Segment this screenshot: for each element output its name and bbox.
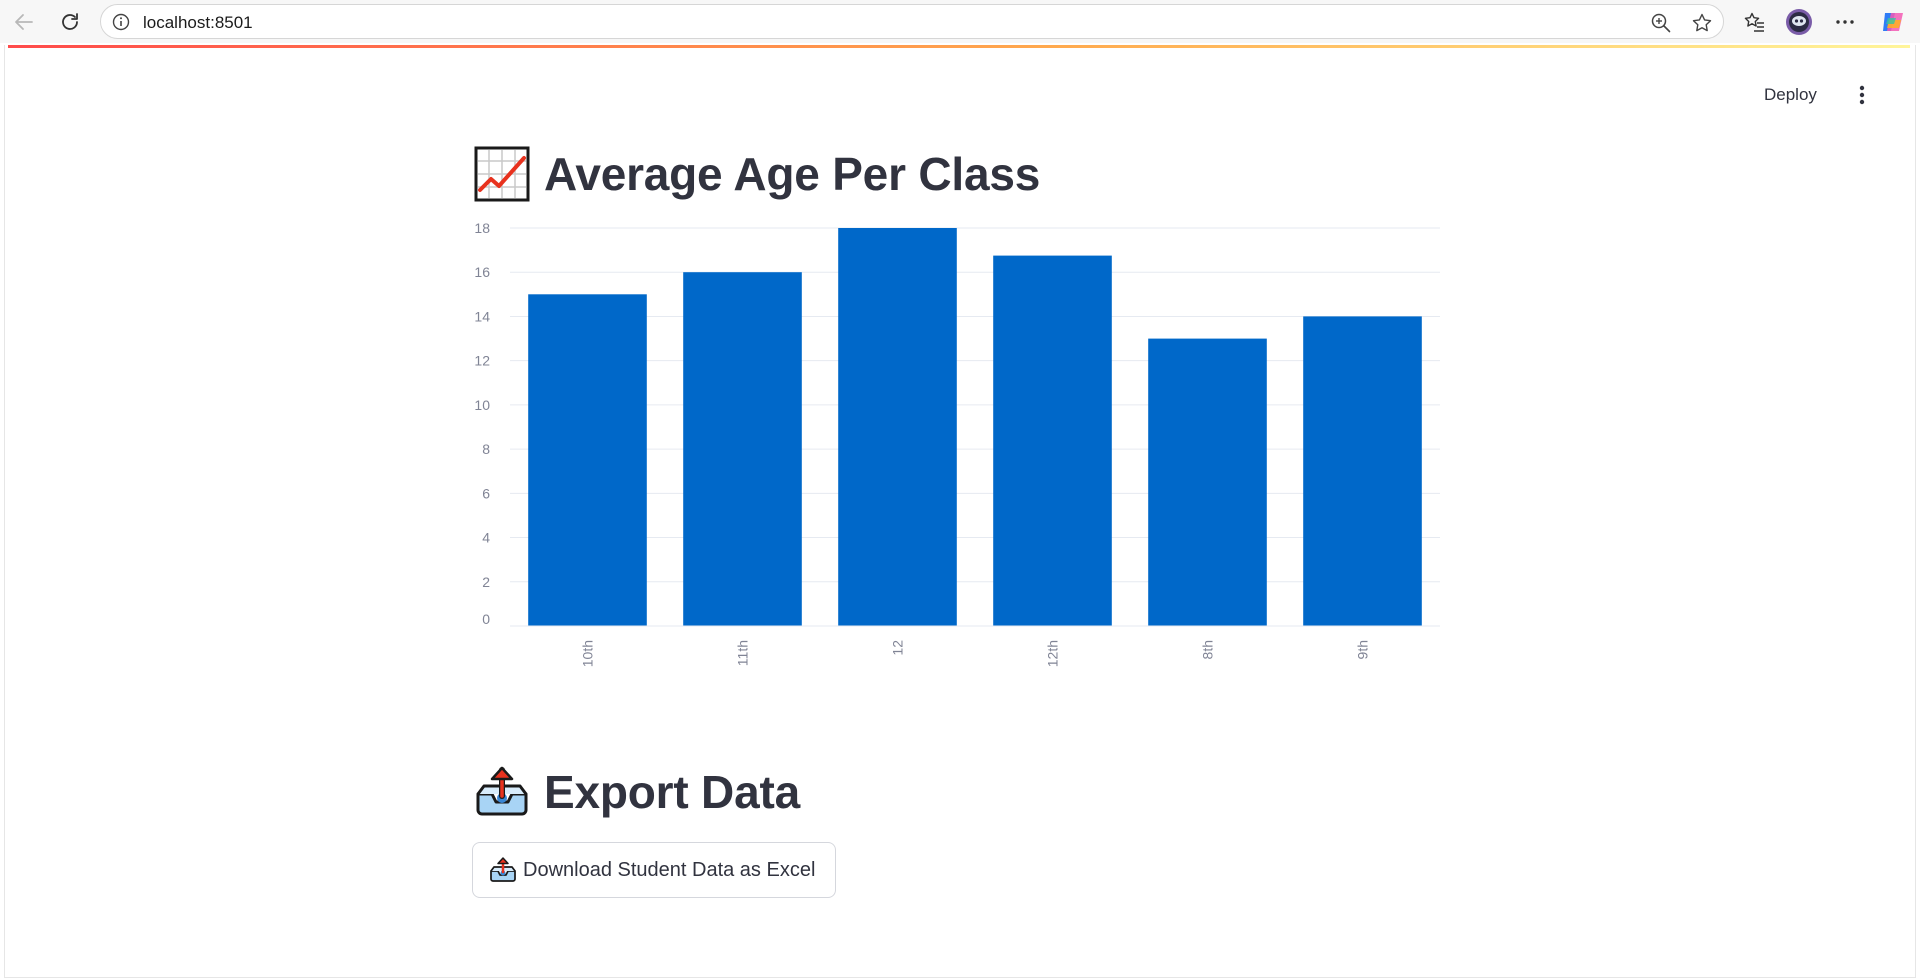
y-tick-label: 6 [482, 485, 490, 501]
favorites-button[interactable] [1740, 7, 1770, 37]
reload-button[interactable] [54, 6, 86, 38]
x-tick-label: 9th [1355, 640, 1371, 659]
app-decoration-bar [8, 45, 1910, 48]
url-text[interactable]: localhost:8501 [143, 13, 253, 32]
export-section-heading: Export Data [474, 764, 800, 820]
export-section-title: Export Data [544, 766, 800, 818]
favorites-list-icon [1744, 12, 1764, 32]
x-tick-label: 10th [580, 640, 596, 667]
y-tick-label: 0 [482, 611, 490, 627]
bar-12th[interactable] [993, 255, 1112, 626]
bar-12[interactable] [838, 228, 957, 626]
y-tick-label: 14 [474, 308, 490, 324]
chart-section-heading: Average Age Per Class [474, 146, 1040, 202]
bar-8th[interactable] [1148, 338, 1267, 626]
y-tick-label: 4 [482, 530, 490, 546]
copilot-button[interactable] [1878, 7, 1908, 37]
y-tick-label: 2 [482, 574, 490, 590]
x-tick-label: 12 [890, 640, 906, 656]
favorite-button[interactable] [1690, 11, 1714, 35]
profile-button[interactable] [1784, 7, 1814, 37]
download-excel-button[interactable]: Download Student Data as Excel [472, 842, 836, 898]
bar-9th[interactable] [1303, 316, 1422, 626]
star-icon [1692, 13, 1712, 32]
bar-11th[interactable] [683, 272, 802, 626]
back-arrow-icon [15, 14, 33, 30]
site-info-icon[interactable] [111, 12, 131, 32]
x-tick-label: 8th [1200, 640, 1216, 659]
y-tick-label: 10 [474, 397, 490, 413]
copilot-icon [1883, 13, 1903, 31]
download-excel-label: Download Student Data as Excel [523, 858, 816, 881]
main-menu-button[interactable] [1846, 80, 1878, 110]
outbox-tray-icon [476, 766, 528, 816]
x-tick-label: 12th [1045, 640, 1061, 667]
y-tick-label: 12 [474, 353, 490, 369]
zoom-button[interactable] [1649, 11, 1673, 35]
y-tick-label: 16 [474, 264, 490, 280]
chart-increasing-icon [474, 146, 530, 202]
x-tick-label: 11th [735, 640, 751, 666]
chart-section-title: Average Age Per Class [544, 148, 1041, 200]
y-tick-label: 18 [474, 222, 490, 236]
reload-icon [62, 13, 78, 30]
bar-chart-svg: 0 2 4 6 8 10 12 14 16 18 10th 11th 12 12th 8th 9th [474, 222, 1440, 667]
more-vertical-icon [1859, 85, 1865, 105]
average-age-bar-chart: 0 2 4 6 8 10 12 14 16 18 10th 11th 12 12th 8th 9th [460, 222, 1450, 692]
bar-10th[interactable] [528, 294, 647, 626]
address-bar[interactable]: localhost:8501 [100, 4, 1724, 39]
more-options-button[interactable] [1830, 7, 1860, 37]
back-button[interactable] [8, 6, 40, 38]
more-horizontal-icon [1836, 20, 1854, 24]
deploy-button[interactable]: Deploy [1764, 85, 1817, 104]
outbox-tray-icon [490, 857, 516, 882]
browser-toolbar: localhost:8501 [0, 0, 1920, 43]
zoom-in-icon [1651, 13, 1671, 33]
y-tick-label: 8 [482, 441, 490, 457]
profile-avatar-icon [1786, 9, 1812, 35]
app-viewport [4, 45, 1916, 978]
